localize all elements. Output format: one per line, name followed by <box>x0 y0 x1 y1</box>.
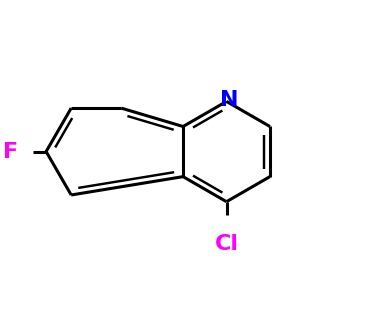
Text: Cl: Cl <box>215 234 239 254</box>
Text: F: F <box>3 141 18 162</box>
Text: N: N <box>221 90 239 110</box>
